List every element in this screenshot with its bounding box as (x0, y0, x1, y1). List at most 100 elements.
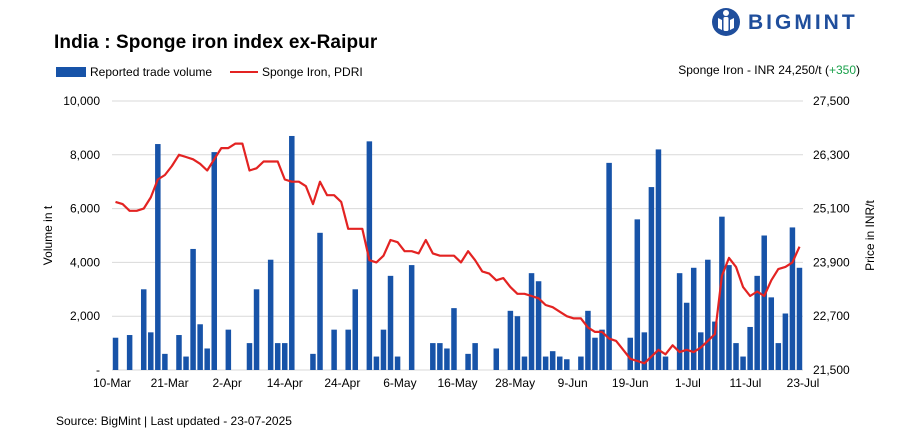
y-left-tick-label: - (96, 363, 100, 377)
x-tick-label: 10-Mar (93, 376, 131, 390)
volume-bar (768, 297, 775, 370)
legend-bar-swatch (56, 67, 86, 77)
volume-bar (148, 332, 154, 370)
bigmint-logo-icon (712, 8, 740, 36)
y-right-tick-label: 27,500 (813, 94, 850, 108)
volume-bar (683, 302, 690, 370)
volume-bar (190, 248, 196, 370)
volume-bar (274, 343, 281, 370)
volume-bar (246, 343, 253, 370)
volume-bar (655, 149, 662, 370)
volume-bar (754, 275, 760, 370)
volume-bar (535, 281, 542, 370)
y-right-tick-label: 21,500 (813, 363, 850, 377)
legend-item-price: Sponge Iron, PDRI (230, 65, 363, 79)
y-left-tick-label: 2,000 (70, 309, 100, 323)
volume-bar (564, 359, 570, 370)
volume-bar (267, 259, 274, 370)
x-tick-label: 9-Jun (558, 376, 588, 390)
legend-label-price: Sponge Iron, PDRI (262, 65, 363, 79)
volume-bar (775, 343, 782, 370)
volume-bar (761, 235, 767, 370)
y-left-axis-title: Volume in t (41, 205, 55, 265)
x-tick-label: 14-Apr (267, 376, 303, 390)
volume-bar (373, 356, 380, 370)
volume-bar (634, 219, 641, 370)
volume-bar (387, 275, 394, 370)
volume-bar (310, 353, 316, 370)
y-right-tick-label: 26,300 (813, 148, 850, 162)
bigmint-logo: BIGMINT (710, 6, 890, 38)
volume-bar (112, 337, 119, 370)
x-tick-label: 24-Apr (324, 376, 360, 390)
volume-bar (789, 227, 796, 370)
x-tick-label: 19-Jun (612, 376, 649, 390)
legend-line-swatch (230, 71, 258, 73)
volume-bar (162, 353, 168, 370)
volume-bar (282, 343, 288, 370)
volume-bar (253, 289, 260, 370)
volume-bar (225, 329, 232, 370)
volume-bar (599, 329, 605, 370)
legend-label-volume: Reported trade volume (90, 65, 213, 79)
volume-bar (451, 308, 457, 370)
legend-item-volume: Reported trade volume (56, 65, 212, 79)
volume-bar (472, 343, 478, 370)
volume-bar (176, 335, 182, 370)
volume-bar (204, 348, 210, 370)
y-left-tick-label: 10,000 (63, 94, 100, 108)
volume-bar (126, 335, 133, 370)
volume-bar (648, 187, 655, 370)
volume-bar (641, 332, 648, 370)
volume-bar (627, 337, 633, 370)
volume-bar (345, 329, 351, 370)
volume-bar (183, 356, 189, 370)
volume-bar (437, 343, 443, 370)
volume-bar (528, 273, 535, 370)
chart-title: India : Sponge iron index ex-Raipur (54, 32, 378, 53)
volume-bar (394, 356, 401, 370)
volume-bar (585, 310, 591, 370)
price-note: Sponge Iron - INR 24,250/t (+350) (678, 63, 860, 77)
x-tick-label: 21-Mar (151, 376, 189, 390)
x-tick-label: 6-May (383, 376, 416, 390)
volume-bar (606, 162, 612, 370)
volume-bar (733, 343, 739, 370)
volume-bar (549, 351, 556, 370)
brand-name: BIGMINT (748, 11, 858, 34)
y-right-tick-label: 23,900 (813, 255, 850, 269)
price-note-close: ) (856, 63, 860, 77)
volume-bar (747, 326, 753, 370)
volume-bar (317, 232, 323, 370)
volume-bar (408, 265, 415, 370)
volume-bar (352, 289, 359, 370)
chart-area: - 2,000 4,000 6,000 8,000 10,000 21,500 22,700 2… (41, 94, 877, 390)
volume-bar (578, 356, 584, 370)
volume-bar (796, 267, 803, 370)
volume-bar (140, 289, 147, 370)
volume-bar (676, 273, 683, 370)
x-tick-label: 28-May (495, 376, 535, 390)
volume-bar (690, 267, 697, 370)
volume-bar (712, 321, 718, 370)
volume-bar (430, 343, 436, 370)
volume-bar (542, 356, 549, 370)
volume-bar (493, 348, 500, 370)
volume-bar (726, 265, 732, 370)
volume-bar (705, 259, 711, 370)
price-line (115, 142, 801, 365)
volume-bar (211, 152, 217, 370)
price-change: +350 (828, 63, 856, 77)
volume-bar (155, 144, 161, 370)
x-tick-label: 16-May (437, 376, 477, 390)
volume-bar (197, 324, 203, 370)
x-tick-label: 23-Jul (787, 376, 820, 390)
volume-bar (740, 356, 746, 370)
y-right-tick-label: 25,100 (813, 202, 850, 216)
volume-bar (698, 332, 704, 370)
y-left-tick-label: 4,000 (70, 255, 100, 269)
x-tick-label: 2-Apr (212, 376, 241, 390)
volume-bar (289, 135, 295, 370)
x-tick-label: 11-Jul (730, 376, 762, 390)
volume-bar (444, 348, 450, 370)
